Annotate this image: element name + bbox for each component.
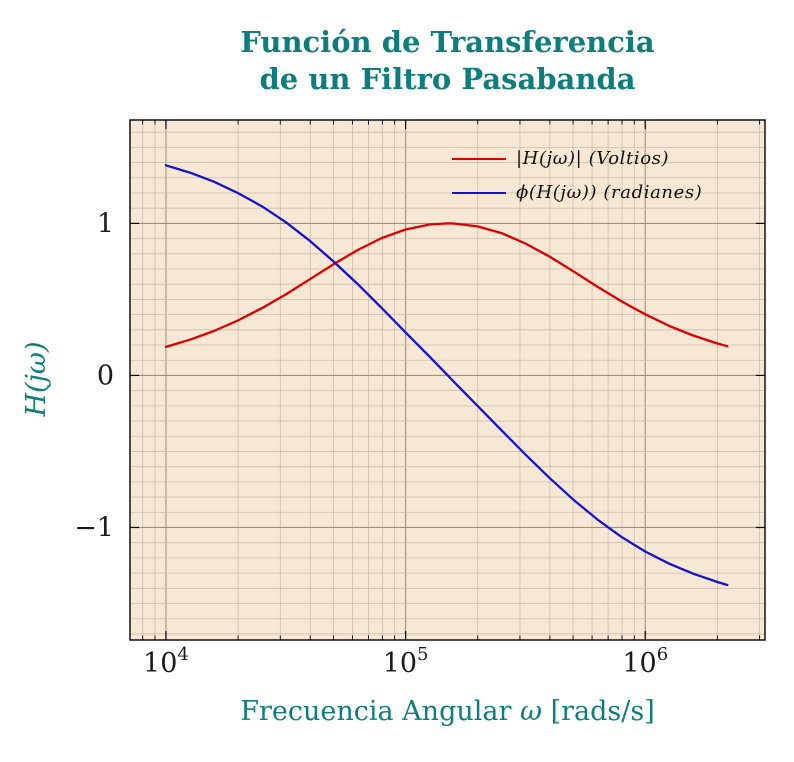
x-axis-label: Frecuencia Angular ω [rads/s] [130,696,765,727]
curves [164,164,729,587]
y-tick-label: 1 [97,208,114,239]
legend-item-magnitude: |H(jω)| (Voltios) [452,148,702,169]
tick-marks [130,120,765,640]
plot-frame [129,119,766,641]
magnitude-line-swatch [452,157,506,160]
legend-item-phase: ϕ(H(jω)) (radianes) [452,182,702,203]
tick-labels: 104 105 106 1 0 −1 [74,208,668,679]
legend-label-phase: ϕ(H(jω)) (radianes) [516,182,703,203]
x-axis-label-omega: ω [519,696,542,727]
chart-title-line1: Función de Transferencia [240,25,655,59]
x-tick-label: 105 [383,644,429,679]
x-tick-label: 106 [622,644,668,679]
x-axis-label-units: [rads/s] [542,696,655,727]
magnitude-curve [164,222,729,349]
legend-label-magnitude: |H(jω)| (Voltios) [516,148,670,169]
phase-curve [164,164,729,587]
x-axis-label-text: Frecuencia Angular [240,696,520,727]
plot-background [130,120,765,640]
chart-title: Función de Transferencia de un Filtro Pa… [130,24,765,98]
y-tick-label: 0 [97,360,114,391]
chart-title-line2: de un Filtro Pasabanda [259,62,636,97]
y-axis-label: H(jω) [21,341,52,417]
x-tick-label: 104 [143,644,189,679]
legend: |H(jω)| (Voltios) ϕ(H(jω)) (radianes) [452,148,702,203]
phase-line-swatch [452,191,506,194]
y-tick-label: −1 [74,512,114,543]
